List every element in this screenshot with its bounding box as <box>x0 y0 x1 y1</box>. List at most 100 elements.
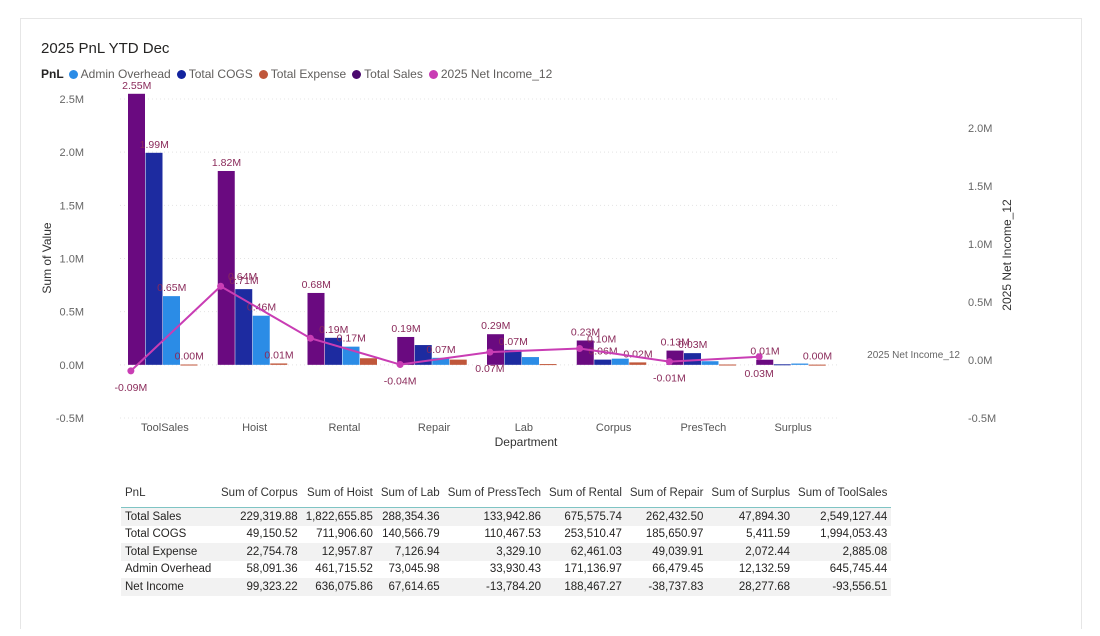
bar-admin-overhead <box>791 363 809 365</box>
y-tick-label: 0.0M <box>60 360 84 372</box>
table-cell: Total Expense <box>125 545 198 558</box>
y-axis-title: Sum of Value <box>40 222 54 293</box>
bar-data-label: 0.00M <box>175 351 204 363</box>
table-header[interactable]: Sum of Lab <box>380 487 440 499</box>
table-header[interactable]: Sum of Rental <box>549 487 622 499</box>
table-cell: 2,072.44 <box>745 545 791 558</box>
table-cell: 12,957.87 <box>321 545 373 558</box>
bar-data-label: 0.07M <box>499 336 528 348</box>
legend-item-net-income[interactable]: 2025 Net Income_12 <box>428 67 553 81</box>
table-row: Admin Overhead 58,091.36 461,715.52 73,0… <box>121 561 891 579</box>
bar-total-sales <box>397 336 415 365</box>
bar-data-label: 0.01M <box>264 349 293 361</box>
table-cell: 73,045.98 <box>388 563 440 576</box>
y-tick-label: -0.5M <box>56 413 84 425</box>
line-end-label: 2025 Net Income_12 <box>867 350 960 361</box>
table-cell: 2,549,127.44 <box>820 510 888 523</box>
table-cell: 140,566.79 <box>382 528 440 541</box>
table-cell: 461,715.52 <box>315 563 373 576</box>
y-tick-label: 0.5M <box>60 307 84 319</box>
table-cell: 110,467.53 <box>484 528 542 541</box>
legend-swatch-icon <box>352 69 362 79</box>
table-row: Net Income 99,323.22 636,075.86 67,614.6… <box>121 578 892 596</box>
bar-data-label: 0.19M <box>319 324 348 336</box>
bar-data-label: 0.68M <box>302 279 331 291</box>
y-tick-label: 1.0M <box>60 254 84 266</box>
legend-item-total-sales[interactable]: Total Sales <box>352 67 423 81</box>
legend-swatch-icon <box>176 69 186 79</box>
bar-total-sales <box>487 334 504 365</box>
table-header[interactable]: Sum of Hoist <box>307 487 373 499</box>
x-tick-label: PresTech <box>680 422 726 434</box>
table-cell: 1,822,655.85 <box>305 510 373 523</box>
table-cell: 7,126.94 <box>394 545 440 558</box>
bar-data-label: 0.23M <box>571 326 600 338</box>
bar-data-label: 2.55M <box>122 80 151 92</box>
y-tick-label: 2.5M <box>60 94 84 106</box>
legend-item-admin-overhead[interactable]: Admin Overhead <box>68 67 171 81</box>
chart-legend: PnL Admin Overhead Total COGS Total Expe… <box>41 66 558 82</box>
x-tick-label: Rental <box>328 422 360 434</box>
table-cell: Total Sales <box>125 510 182 523</box>
table-cell: -13,784.20 <box>486 580 542 593</box>
bar-data-label: 0.07M <box>426 344 455 356</box>
legend-item-total-cogs[interactable]: Total COGS <box>176 67 253 81</box>
table-cell: -38,737.83 <box>648 580 704 593</box>
net-income-line <box>130 284 760 372</box>
bar-total-expense <box>270 363 288 365</box>
bar-admin-overhead <box>611 358 629 365</box>
table-header[interactable]: Sum of Surplus <box>711 487 791 499</box>
y-tick-label: 2.0M <box>60 147 84 159</box>
table-header-row: PnL Sum of Corpus Sum of Hoist Sum of La… <box>121 483 892 508</box>
bar-admin-overhead <box>701 361 719 365</box>
table-header[interactable]: Sum of ToolSales <box>798 487 888 499</box>
table-cell: 1,994,053.43 <box>820 528 888 541</box>
net-income-point <box>576 345 584 353</box>
pnl-table: PnL Sum of Corpus Sum of Hoist Sum of La… <box>121 483 892 596</box>
table-cell: 711,906.60 <box>316 528 373 541</box>
bar-total-expense <box>449 359 467 365</box>
bar-total-expense <box>180 364 198 366</box>
legend-label: 2025 Net Income_12 <box>440 67 553 81</box>
bar-total-cogs <box>235 289 253 365</box>
x-tick-label: Lab <box>515 422 533 434</box>
table-cell: 185,650.97 <box>645 528 704 541</box>
bar-admin-overhead <box>252 315 270 365</box>
table-cell: 49,150.52 <box>246 528 298 541</box>
table-header[interactable]: Sum of Repair <box>629 487 704 499</box>
bar-data-label: 0.13M <box>661 337 690 349</box>
table-cell: 5,411.59 <box>746 528 791 541</box>
visual-card <box>20 18 1082 629</box>
bar-data-label: 0.17M <box>337 333 366 345</box>
y2-tick-label: 0.0M <box>968 355 992 367</box>
line-data-label: 0.10M <box>587 334 616 346</box>
y2-tick-label: 2.0M <box>968 123 992 135</box>
bar-admin-overhead <box>522 357 539 365</box>
bar-total-expense <box>539 364 557 366</box>
table-header[interactable]: PnL <box>125 487 146 499</box>
bar-total-expense <box>360 358 377 365</box>
net-income-point <box>306 334 314 342</box>
table-cell: Net Income <box>125 580 184 593</box>
table-cell: 67,614.65 <box>388 580 440 593</box>
combo-chart: 2.5M 2.0M 1.5M 1.0M 0.5M 0.0M -0.5M 2.0M 1.5M 1.0… <box>40 80 1014 449</box>
legend-title: PnL <box>41 67 64 81</box>
table-cell: 58,091.36 <box>246 563 298 576</box>
x-tick-label: Surplus <box>774 422 812 434</box>
line-data-label: -0.04M <box>384 376 417 388</box>
table-header[interactable]: Sum of Corpus <box>221 487 298 499</box>
bar-data-label: 0.03M <box>678 339 707 351</box>
table-cell: Admin Overhead <box>125 563 212 576</box>
bar-admin-overhead <box>432 357 450 365</box>
table-cell: Total COGS <box>125 528 187 541</box>
bar-data-label: 0.71M <box>229 275 258 287</box>
table-row: Total COGS 49,150.52 711,906.60 140,566.… <box>121 526 891 544</box>
table-header[interactable]: Sum of PressTech <box>447 487 542 499</box>
chart-title: 2025 PnL YTD Dec <box>41 40 170 57</box>
legend-item-total-expense[interactable]: Total Expense <box>258 67 346 81</box>
table-cell: 12,132.59 <box>738 563 791 576</box>
y2-tick-label: 1.5M <box>968 181 992 193</box>
net-income-point <box>486 348 494 356</box>
net-income-point <box>127 367 135 375</box>
x-tick-label: Hoist <box>242 422 267 434</box>
